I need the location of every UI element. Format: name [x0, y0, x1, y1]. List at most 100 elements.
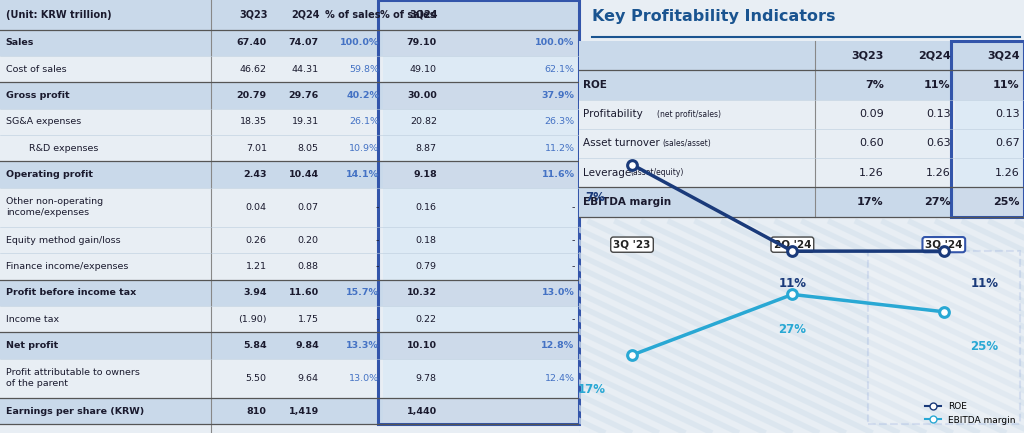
Text: % of sales: % of sales: [325, 10, 380, 20]
Bar: [0, 253, 383, 280]
Bar: [0, 56, 383, 82]
Text: 3Q24: 3Q24: [987, 51, 1020, 61]
Text: 0.04: 0.04: [246, 203, 266, 212]
Text: 9.18: 9.18: [413, 170, 437, 179]
Text: 9.78: 9.78: [416, 374, 437, 383]
Text: % of sales: % of sales: [380, 10, 435, 20]
Text: (net profit/sales): (net profit/sales): [657, 110, 721, 119]
Text: 27%: 27%: [924, 197, 950, 207]
Text: Equity method gain/loss: Equity method gain/loss: [6, 236, 121, 245]
Text: 49.10: 49.10: [410, 65, 437, 74]
Text: 25%: 25%: [993, 197, 1020, 207]
Text: Other non-operating
income/expenses: Other non-operating income/expenses: [6, 197, 102, 217]
Text: Profit before income tax: Profit before income tax: [6, 288, 136, 297]
Text: 1.26: 1.26: [994, 168, 1020, 178]
Text: 0.20: 0.20: [298, 236, 318, 245]
Text: 2Q24: 2Q24: [918, 51, 950, 61]
Bar: [383, 187, 579, 227]
Text: -: -: [376, 262, 379, 271]
Text: -: -: [571, 262, 574, 271]
Text: 26.3%: 26.3%: [545, 117, 574, 126]
Text: Profitability: Profitability: [583, 109, 643, 119]
Text: 13.3%: 13.3%: [346, 341, 379, 350]
Text: 2Q '24: 2Q '24: [773, 239, 811, 250]
Text: 79.10: 79.10: [407, 39, 437, 48]
Text: 44.31: 44.31: [292, 65, 318, 74]
Text: 11%: 11%: [993, 80, 1020, 90]
Text: 0.13: 0.13: [995, 109, 1020, 119]
Bar: [383, 109, 579, 135]
Text: 25%: 25%: [971, 340, 998, 353]
Text: (sales/asset): (sales/asset): [663, 139, 711, 148]
Bar: [0, 187, 383, 227]
Bar: [383, 56, 579, 82]
Text: 13.0%: 13.0%: [349, 374, 379, 383]
Text: 2Q24: 2Q24: [292, 10, 319, 20]
Text: 7%: 7%: [865, 80, 884, 90]
Text: 26.1%: 26.1%: [349, 117, 379, 126]
Text: Leverage: Leverage: [583, 168, 631, 178]
Text: 0.13: 0.13: [926, 109, 950, 119]
Text: Profit attributable to owners
of the parent: Profit attributable to owners of the par…: [6, 368, 139, 388]
Text: 0.67: 0.67: [994, 139, 1020, 149]
Text: 13.0%: 13.0%: [542, 288, 574, 297]
Text: -: -: [376, 236, 379, 245]
Text: Sales: Sales: [6, 39, 34, 48]
Text: 74.07: 74.07: [289, 39, 318, 48]
Text: 29.76: 29.76: [289, 91, 318, 100]
FancyBboxPatch shape: [868, 251, 1020, 424]
Text: 0.18: 0.18: [416, 236, 437, 245]
Bar: [579, 129, 955, 158]
Text: (Unit: KRW trillion): (Unit: KRW trillion): [6, 10, 112, 20]
Text: 12.4%: 12.4%: [545, 374, 574, 383]
Bar: [0, 280, 383, 306]
Text: -: -: [571, 315, 574, 323]
Text: 59.8%: 59.8%: [349, 65, 379, 74]
Text: 7.01: 7.01: [246, 144, 266, 153]
Text: SG&A expenses: SG&A expenses: [6, 117, 81, 126]
Text: (1.90): (1.90): [239, 315, 266, 323]
Text: 3Q '24: 3Q '24: [925, 239, 963, 250]
Text: Earnings per share (KRW): Earnings per share (KRW): [6, 407, 144, 416]
Bar: [955, 158, 1024, 187]
Text: Operating profit: Operating profit: [6, 170, 93, 179]
Text: 10.9%: 10.9%: [349, 144, 379, 153]
Text: 9.64: 9.64: [298, 374, 318, 383]
Bar: [383, 332, 579, 359]
Text: -: -: [376, 315, 379, 323]
Legend: ROE, EBITDA margin: ROE, EBITDA margin: [922, 398, 1020, 429]
Text: -: -: [571, 203, 574, 212]
Text: Net profit: Net profit: [6, 341, 58, 350]
Text: 30.00: 30.00: [408, 91, 437, 100]
Text: 0.09: 0.09: [859, 109, 884, 119]
Text: 11%: 11%: [924, 80, 950, 90]
Text: 20.82: 20.82: [410, 117, 437, 126]
Text: Cost of sales: Cost of sales: [6, 65, 67, 74]
Bar: [383, 253, 579, 280]
Text: Finance income/expenses: Finance income/expenses: [6, 262, 128, 271]
Text: Key Profitability Indicators: Key Profitability Indicators: [592, 9, 836, 24]
Text: 2.43: 2.43: [244, 170, 266, 179]
Bar: [0, 332, 383, 359]
Bar: [955, 187, 1024, 216]
Text: 11.60: 11.60: [289, 288, 318, 297]
Bar: [0, 227, 383, 253]
Bar: [0, 398, 383, 424]
Bar: [0, 135, 383, 162]
Text: 1.26: 1.26: [926, 168, 950, 178]
Text: 1.26: 1.26: [859, 168, 884, 178]
Text: 9.84: 9.84: [295, 341, 318, 350]
Text: Income tax: Income tax: [6, 315, 59, 323]
Text: 7%: 7%: [586, 191, 605, 204]
Text: 10.32: 10.32: [407, 288, 437, 297]
Bar: [383, 306, 579, 332]
Bar: [383, 227, 579, 253]
Text: 10.44: 10.44: [289, 170, 318, 179]
Text: 11.6%: 11.6%: [542, 170, 574, 179]
Text: 11.2%: 11.2%: [545, 144, 574, 153]
Text: 0.07: 0.07: [298, 203, 318, 212]
Bar: [383, 162, 579, 187]
Text: ROE: ROE: [583, 80, 607, 90]
Text: 100.0%: 100.0%: [536, 39, 574, 48]
Text: Asset turnover: Asset turnover: [583, 139, 659, 149]
